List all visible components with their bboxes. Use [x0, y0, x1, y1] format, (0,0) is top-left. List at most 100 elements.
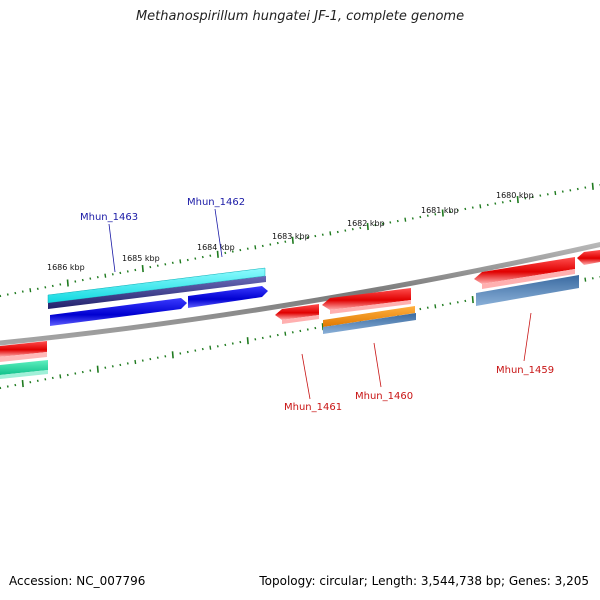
feature-mhun-1462[interactable] [188, 286, 268, 308]
map-title: Methanospirillum hungatei JF-1, complete… [135, 9, 465, 24]
scale-tick [171, 351, 174, 359]
scale-tick [134, 268, 137, 272]
scale-tick [261, 336, 264, 340]
genome-backbone [0, 241, 600, 346]
genome-stats-text: Topology: circular; Length: 3,544,738 bp… [259, 574, 589, 588]
scale-tick [14, 291, 17, 295]
scale-tick [44, 286, 47, 289]
scale-tick [276, 333, 279, 337]
scale-tick [89, 277, 92, 280]
scale-tick [224, 343, 227, 347]
scale-tick [231, 250, 234, 253]
scale-tick [374, 223, 377, 227]
scale-tick [149, 265, 152, 269]
feature-cyan[interactable] [47, 267, 266, 304]
scale-tick [291, 331, 294, 334]
scale-tick [516, 196, 519, 204]
scale-tick [276, 241, 279, 245]
scale-labels: 1686 kbp 1685 kbp 1684 kbp 1683 kbp 1682… [47, 191, 534, 272]
scale-tick [449, 302, 452, 305]
feature-navy[interactable] [48, 276, 266, 309]
scale-tick [314, 234, 317, 238]
scale-tick [269, 335, 272, 338]
scale-tick [149, 357, 152, 361]
scale-tick [209, 345, 212, 350]
scale-tick [66, 373, 69, 377]
scale-tick [554, 190, 557, 196]
scale-tick [299, 237, 302, 241]
scale-tick [329, 231, 332, 236]
feature-mhun-1463[interactable] [50, 298, 187, 326]
outer-scale-ticks [0, 182, 600, 298]
feature-red-right[interactable] [474, 257, 575, 284]
scale-tick [291, 236, 294, 244]
scale-tick [231, 342, 234, 345]
gene-label-mhun-1461[interactable]: Mhun_1461 [284, 402, 342, 413]
scale-tick [29, 288, 32, 293]
scale-tick [74, 372, 77, 375]
scale-tick [336, 230, 339, 234]
scale-tick [366, 222, 369, 231]
scale-tick [561, 190, 564, 193]
feature-red-edge-right[interactable] [577, 250, 600, 265]
scale-tick [186, 258, 189, 262]
feature-red-edge-left[interactable] [0, 341, 47, 357]
scale-tick [119, 363, 122, 367]
gene-label-mhun-1462[interactable]: Mhun_1462 [187, 197, 245, 208]
scale-tick [6, 385, 9, 388]
scale-tick [96, 275, 99, 279]
scale-tick [14, 383, 17, 387]
scale-tick [351, 227, 354, 231]
scale-label: 1681 kbp [421, 206, 459, 215]
scale-tick [171, 261, 174, 265]
scale-tick [89, 369, 92, 372]
scale-tick [194, 257, 197, 260]
scale-tick [111, 273, 114, 276]
scale-label: 1686 kbp [47, 263, 85, 272]
gene-label-mhun-1463[interactable]: Mhun_1463 [80, 212, 138, 223]
scale-tick [246, 247, 249, 250]
scale-tick [126, 270, 129, 273]
gene-label-mhun-1460[interactable]: Mhun_1460 [355, 391, 413, 402]
reverse-features [0, 250, 600, 379]
scale-tick [411, 217, 414, 220]
scale-tick [224, 251, 227, 255]
feature-red-upper-shadow [330, 300, 411, 314]
scale-tick [486, 203, 489, 207]
scale-tick [6, 293, 9, 296]
scale-tick [201, 255, 204, 259]
scale-tick [0, 294, 2, 298]
accession-text: Accession: NC_007796 [9, 574, 146, 588]
scale-tick [119, 271, 122, 275]
feature-red-upper[interactable] [322, 288, 411, 310]
scale-tick [261, 244, 264, 248]
scale-tick [51, 284, 54, 288]
scale-tick [201, 347, 204, 351]
feature-green-edge-left-shadow [0, 370, 48, 379]
gene-labels: Mhun_1463 Mhun_1462 Mhun_1461 Mhun_1460 … [80, 197, 554, 413]
scale-tick [141, 265, 144, 273]
scale-tick [306, 328, 309, 331]
scale-tick [269, 243, 272, 246]
feature-steel-small[interactable] [323, 313, 416, 334]
scale-tick [126, 362, 129, 365]
feature-mhun-1461[interactable] [275, 304, 319, 320]
scale-tick [509, 199, 512, 203]
scale-tick [546, 193, 549, 196]
feature-mhun-1460[interactable] [323, 306, 415, 327]
scale-tick [216, 345, 219, 348]
scale-tick [471, 296, 474, 304]
gene-label-mhun-1459[interactable]: Mhun_1459 [496, 365, 554, 376]
scale-tick [254, 245, 257, 250]
scale-tick [419, 307, 422, 311]
forward-features [47, 267, 268, 326]
scale-tick [81, 278, 84, 282]
scale-tick [0, 386, 2, 390]
scale-tick [179, 352, 182, 355]
scale-tick [434, 213, 437, 216]
feature-mhun-1459[interactable] [476, 275, 579, 306]
scale-tick [539, 194, 542, 197]
scale-tick [104, 366, 107, 369]
scale-tick [284, 331, 287, 336]
